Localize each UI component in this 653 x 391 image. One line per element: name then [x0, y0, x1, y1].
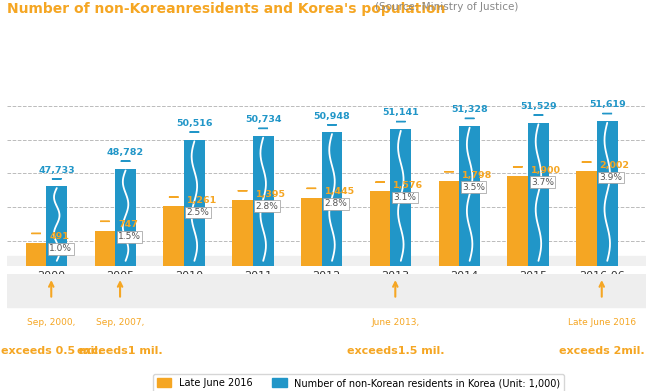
Text: 50,734: 50,734 [245, 115, 281, 124]
Bar [301, 197, 322, 266]
Text: 51,141: 51,141 [383, 108, 419, 117]
Text: 2.8%: 2.8% [325, 199, 347, 208]
Bar [7, 256, 646, 266]
Text: 1,395: 1,395 [255, 190, 285, 199]
Text: 1,576: 1,576 [393, 181, 423, 190]
Text: Sep, 2007,: Sep, 2007, [96, 318, 144, 327]
Text: 1,798: 1,798 [462, 170, 492, 179]
Text: 51,328: 51,328 [451, 105, 488, 114]
Bar [95, 231, 115, 266]
Text: 3.7%: 3.7% [531, 178, 554, 187]
Text: 2.5%: 2.5% [187, 208, 210, 217]
Bar [253, 136, 274, 391]
Text: 2.8%: 2.8% [255, 202, 278, 211]
Text: exceeds 0.5 mil.: exceeds 0.5 mil. [1, 346, 102, 357]
Text: June 2013,: June 2013, [371, 318, 419, 327]
Bar [115, 169, 136, 391]
Text: 1,261: 1,261 [187, 196, 217, 205]
Text: 2,002: 2,002 [599, 161, 629, 170]
Text: Late June 2016: Late June 2016 [567, 318, 636, 327]
Text: 48,782: 48,782 [107, 148, 144, 157]
Bar [459, 126, 480, 391]
Text: exceeds1.5 mil.: exceeds1.5 mil. [347, 346, 444, 357]
Bar [26, 243, 46, 266]
Text: Number of non-Koreanresidents and Korea's population: Number of non-Koreanresidents and Korea'… [7, 2, 445, 16]
Text: 50,516: 50,516 [176, 119, 213, 128]
Bar [507, 176, 528, 266]
Text: Sep, 2000,: Sep, 2000, [27, 318, 76, 327]
Text: 747: 747 [118, 220, 138, 229]
Text: 1,900: 1,900 [531, 166, 561, 175]
Bar [528, 123, 549, 391]
Text: exceeds1 mil.: exceeds1 mil. [77, 346, 163, 357]
Bar [390, 129, 411, 391]
Text: 3.5%: 3.5% [462, 183, 485, 192]
Text: exceeds 2mil.: exceeds 2mil. [559, 346, 645, 357]
Text: (Source: Ministry of Justice): (Source: Ministry of Justice) [375, 2, 519, 12]
Bar [46, 187, 67, 391]
Text: 3.1%: 3.1% [393, 193, 416, 202]
Legend: Late June 2016, Number of non-Korean residents in Korea (Unit: 1,000): Late June 2016, Number of non-Korean res… [153, 374, 564, 391]
Bar [232, 200, 253, 266]
Text: 47,733: 47,733 [39, 166, 75, 175]
Bar [322, 133, 342, 391]
Text: 1.0%: 1.0% [49, 244, 72, 253]
Text: 50,948: 50,948 [313, 111, 351, 120]
Text: 51,529: 51,529 [520, 102, 557, 111]
Text: 1.5%: 1.5% [118, 232, 141, 241]
Bar [184, 140, 204, 391]
Bar [370, 192, 390, 266]
Text: 491: 491 [49, 232, 69, 241]
Bar [163, 206, 184, 266]
Text: 3.9%: 3.9% [599, 173, 623, 182]
Bar [439, 181, 459, 266]
Bar [597, 121, 618, 391]
Bar [577, 171, 597, 266]
Bar [7, 274, 646, 307]
Text: 51,619: 51,619 [589, 100, 626, 109]
Text: 1,445: 1,445 [325, 187, 355, 196]
